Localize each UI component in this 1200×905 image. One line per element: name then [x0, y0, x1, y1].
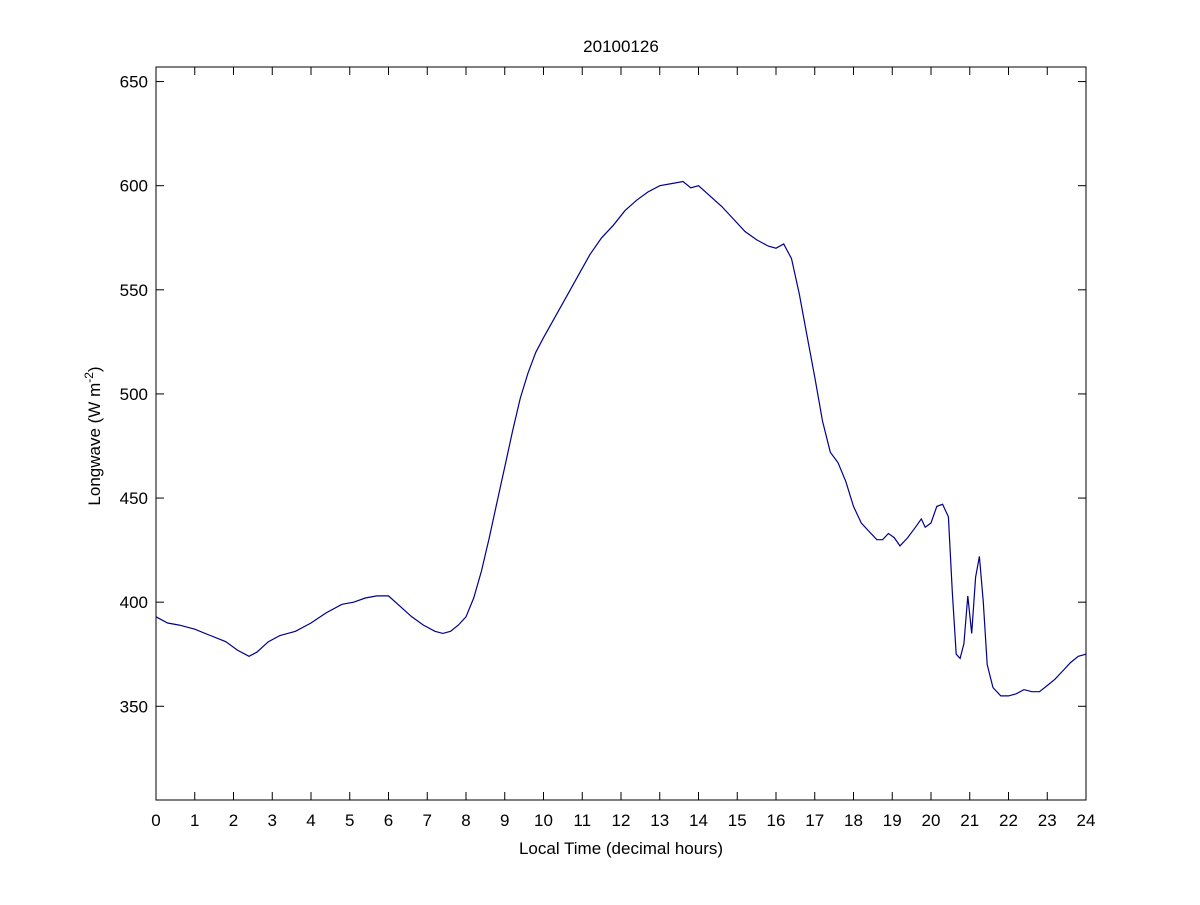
y-tick-label: 600: [120, 177, 148, 196]
y-tick-label: 400: [120, 593, 148, 612]
y-axis-label: Longwave (W m-2): [82, 366, 104, 505]
plot-area: [155, 66, 1087, 801]
x-tick-label: 20: [922, 811, 941, 830]
y-tick-label: 450: [120, 489, 148, 508]
x-tick-label: 9: [500, 811, 509, 830]
x-tick-label: 17: [805, 811, 824, 830]
y-axis-label-main: Longwave (W m: [85, 383, 104, 506]
x-tick-label: 2: [229, 811, 238, 830]
x-tick-label: 18: [844, 811, 863, 830]
x-tick-label: 5: [345, 811, 354, 830]
x-tick-label: 6: [384, 811, 393, 830]
x-tick-label: 15: [728, 811, 747, 830]
x-tick-label: 4: [306, 811, 315, 830]
x-tick-label: 22: [999, 811, 1018, 830]
x-tick-label: 8: [461, 811, 470, 830]
chart-title: 20100126: [583, 37, 659, 56]
x-tick-label: 13: [650, 811, 669, 830]
y-tick-label: 500: [120, 385, 148, 404]
x-tick-label: 11: [573, 811, 591, 830]
y-tick-label: 550: [120, 281, 148, 300]
x-tick-label: 14: [689, 811, 708, 830]
x-tick-label: 21: [960, 811, 979, 830]
y-axis-label-superscript: -2: [82, 372, 96, 383]
x-axis-label: Local Time (decimal hours): [519, 839, 723, 858]
y-axis: 350 400 450 500 550 600 650: [120, 73, 1086, 716]
x-tick-label: 16: [767, 811, 786, 830]
x-tick-label: 24: [1077, 811, 1096, 830]
x-axis: 0 1 2 3 4 5 6 7 8 9 10 11 12 13 14 15 16 17 18 19 20 21 22 23 24: [151, 67, 1095, 830]
x-tick-label: 19: [883, 811, 902, 830]
x-tick-label: 0: [151, 811, 160, 830]
x-tick-label: 23: [1038, 811, 1057, 830]
y-axis-label-suffix: ): [85, 366, 104, 372]
y-tick-label: 650: [120, 73, 148, 92]
y-tick-label: 350: [120, 697, 148, 716]
x-tick-label: 10: [534, 811, 553, 830]
x-tick-label: 3: [268, 811, 277, 830]
series-line: [155, 180, 1087, 697]
x-tick-label: 1: [190, 811, 199, 830]
x-tick-label: 12: [612, 811, 631, 830]
x-tick-label: 7: [423, 811, 432, 830]
